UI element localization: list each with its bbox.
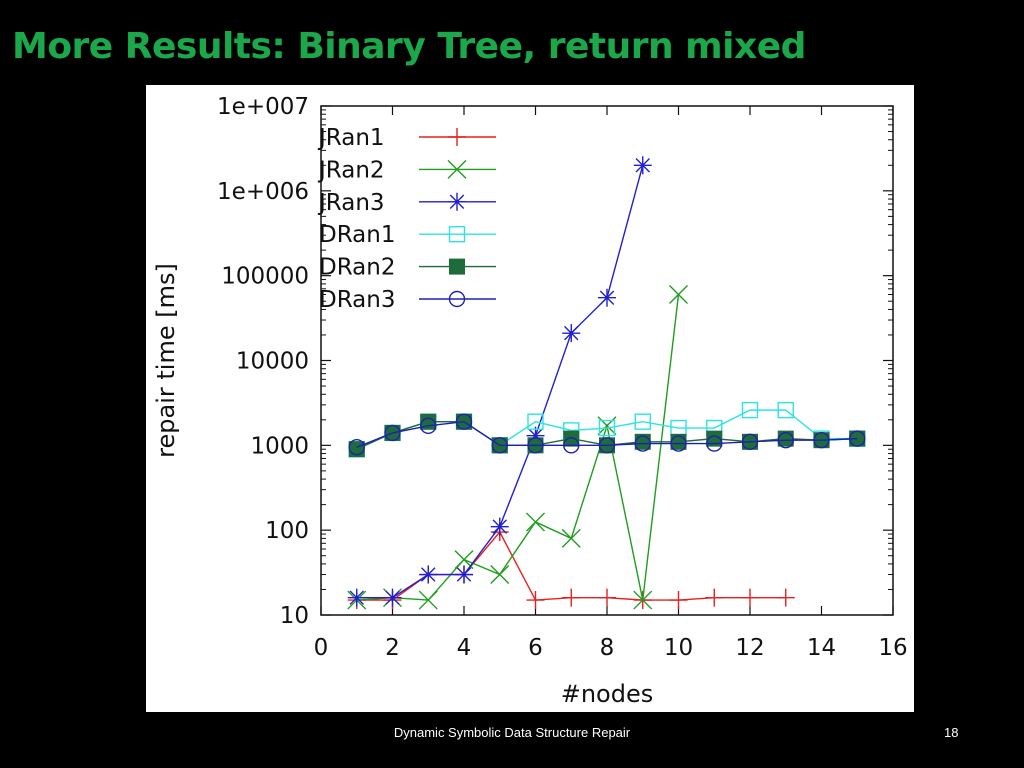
star-marker [419,565,438,584]
open-circle-marker [527,437,544,454]
star-marker [448,192,466,211]
series-dran3 [348,413,866,456]
cross-marker [418,590,438,610]
x-tick-label: 14 [807,635,836,661]
star-marker [383,588,402,607]
plus-marker [741,588,759,607]
slide-title: More Results: Binary Tree, return mixed [12,26,806,67]
series-jran1 [347,523,795,610]
open-square-marker [448,225,466,243]
x-tick-label: 12 [735,635,764,661]
legend-label-dran1: DRan1 [319,222,396,248]
slide-footer: Dynamic Symbolic Data Structure Repair [393,725,631,740]
open-circle-marker [813,431,830,449]
cross-marker [597,416,617,436]
series-line-jran2 [356,294,680,601]
open-circle-marker [598,437,616,454]
open-circle-marker [777,431,794,449]
cross-marker [490,565,510,585]
cross-marker [526,512,545,532]
plus-marker [526,591,545,610]
series-line-dran3 [356,420,858,448]
star-marker [526,426,545,445]
open-square-marker [777,401,794,419]
plus-marker [705,588,724,607]
filled-square-marker [449,258,465,275]
plus-marker [669,591,688,610]
x-axis-label: #nodes [561,680,654,708]
y-tick-label: 10 [280,603,309,629]
chart-series [347,156,866,610]
chart-frame [320,105,894,616]
cross-marker [561,528,581,548]
star-marker [490,517,509,536]
star-marker [347,588,366,607]
x-tick-label: 0 [314,635,329,661]
chart-panel: 0 2 4 6 8 10 12 14 16 10 100 1000 10000 100000 1e+006 1… [146,85,914,712]
open-circle-marker [849,430,866,447]
open-square-marker [634,413,651,430]
legend-label-jran1: JRan1 [317,125,385,151]
legend-label-jran2: JRan2 [317,157,385,183]
star-marker [598,288,616,307]
y-tick-label: 100 [265,518,309,544]
series-jran3 [347,156,652,607]
page-number: 18 [944,725,959,740]
plus-marker [598,588,616,607]
star-marker [633,156,652,175]
open-square-marker [527,413,544,430]
legend-item-dran2: DRan2 [319,255,496,281]
legend-item-jran1: JRan1 [317,125,496,151]
cross-marker [669,284,688,304]
open-circle-marker [455,413,473,430]
open-circle-marker [491,437,508,454]
star-marker [562,324,581,343]
y-tick-label: 1e+007 [217,94,309,120]
cross-marker [447,159,467,179]
y-tick-label: 1000 [250,433,309,459]
cross-marker [633,590,653,610]
y-axis-label: repair time [ms] [152,263,180,458]
open-circle-marker [634,435,651,452]
legend-item-jran3: JRan3 [317,190,496,216]
plus-marker [562,588,581,607]
axis-ticks: 0 2 4 6 8 10 12 14 16 10 100 1000 10000 100000 1e+006 1… [217,94,908,661]
legend-label-jran3: JRan3 [317,190,385,216]
y-tick-label: 100000 [221,264,309,290]
plot-frame [320,105,894,616]
legend-item-dran3: DRan3 [319,287,496,313]
open-circle-marker [670,435,687,452]
x-tick-label: 6 [528,635,543,661]
x-tick-label: 10 [664,635,693,661]
plus-marker [448,128,466,146]
legend-label-dran2: DRan2 [319,255,396,281]
open-circle-marker [706,435,723,452]
y-tick-label: 1e+006 [217,179,309,205]
x-tick-label: 4 [457,635,472,661]
star-marker [455,565,473,584]
x-tick-label: 16 [878,635,907,661]
x-tick-label: 8 [600,635,615,661]
plus-marker [776,588,795,607]
open-circle-marker [741,433,759,451]
open-circle-marker [448,290,466,308]
filled-square-marker [563,430,580,447]
open-square-marker [741,401,759,419]
open-square-marker [598,419,616,437]
chart-legend: JRan1 JRan2 JRan3 DRan1 DRan2 DRan3 [317,125,496,313]
legend-item-jran2: JRan2 [317,157,496,183]
x-tick-label: 2 [385,635,400,661]
legend-label-dran3: DRan3 [319,287,396,313]
open-circle-marker [348,439,365,456]
y-tick-label: 10000 [236,349,309,375]
open-circle-marker [420,417,437,434]
open-circle-marker [563,437,580,454]
legend-item-dran1: DRan1 [319,222,496,248]
open-circle-marker [384,424,401,442]
filled-square-marker [706,430,723,447]
repair-time-chart: 0 2 4 6 8 10 12 14 16 10 100 1000 10000 100000 1e+006 1… [152,94,908,708]
